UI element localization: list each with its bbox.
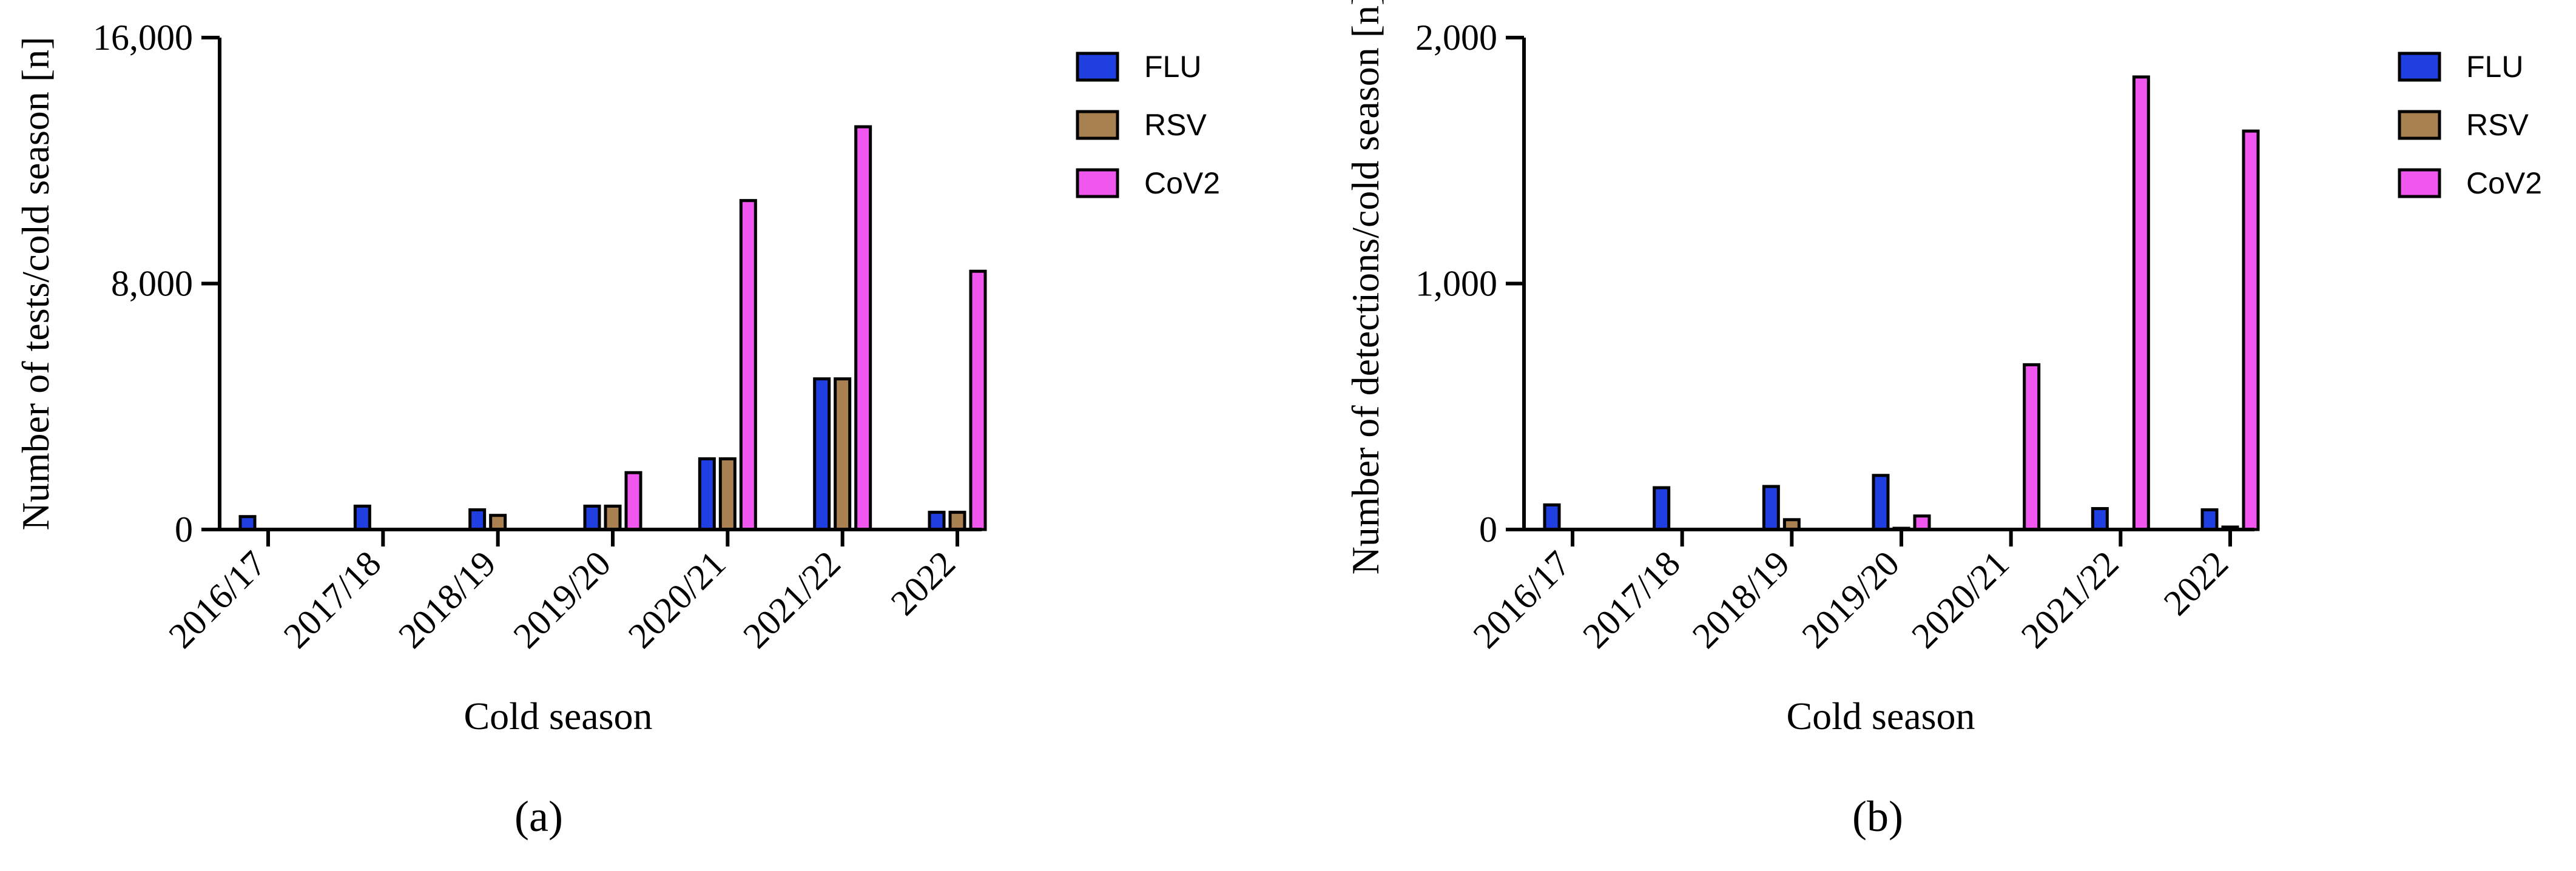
- bar-cov2-2021-22: [2132, 75, 2150, 531]
- legend-label-cov2: CoV2: [1144, 166, 1220, 200]
- x-tick-label: 2016/17: [1465, 543, 1578, 656]
- bar-flu-2016-17: [1543, 503, 1561, 531]
- legend: FLU RSV CoV2: [2398, 50, 2542, 200]
- x-tick-label: 2022: [2156, 543, 2236, 624]
- bar-flu-2018-19: [468, 508, 487, 531]
- x-tick-label: 2017/18: [1575, 543, 1688, 656]
- legend-swatch-rsv: [2398, 110, 2441, 140]
- bar-cov2-2022: [969, 269, 987, 531]
- bar-rsv-2021-22: [834, 377, 852, 531]
- bar-cov2-2022: [2242, 129, 2260, 531]
- x-tick-label: 2021/22: [735, 543, 848, 656]
- bar-flu-2016-17: [238, 515, 257, 531]
- bar-cov2-2019-20: [624, 471, 642, 531]
- bars-group: [1543, 75, 2260, 531]
- bar-flu-2022: [928, 511, 946, 531]
- bar-rsv-2022: [948, 511, 966, 531]
- legend-swatch-flu: [1076, 52, 1119, 82]
- y-tick-label: 0: [175, 509, 193, 550]
- bar-flu-2017-18: [353, 504, 371, 531]
- legend-label-rsv: RSV: [2466, 108, 2529, 142]
- x-axis-title: Cold season: [464, 694, 652, 738]
- chart-panel-a: 0 8,000 16,000 2016/17 2017/18 2018/19 2019/20…: [14, 18, 1220, 841]
- legend-label-flu: FLU: [2466, 50, 2523, 84]
- y-tick-label: 1,000: [1415, 264, 1497, 304]
- x-tick-label: 2022: [883, 543, 963, 624]
- x-tick-label: 2018/19: [1685, 543, 1798, 656]
- x-tick-label: 2019/20: [1794, 543, 1907, 656]
- panel-label: (b): [1852, 792, 1903, 841]
- bar-rsv-2018-19: [489, 514, 507, 531]
- y-tick-label: 0: [1479, 509, 1497, 550]
- bar-flu-2019-20: [1872, 474, 1890, 531]
- x-tick-label: 2019/20: [505, 543, 618, 656]
- bar-cov2-2020-21: [739, 199, 757, 531]
- legend-label-flu: FLU: [1144, 50, 1201, 84]
- y-axis-title: Number of tests/cold season [n]: [14, 36, 57, 530]
- legend-swatch-cov2: [1076, 168, 1119, 198]
- bar-flu-2019-20: [583, 504, 601, 531]
- x-tick-label: 2017/18: [276, 543, 389, 656]
- bar-flu-2021-22: [2091, 507, 2109, 531]
- bar-rsv-2020-21: [718, 457, 737, 531]
- y-axis-title: Number of detections/cold season [n]: [1344, 0, 1387, 574]
- panel-label: (a): [514, 792, 563, 841]
- bar-flu-2021-22: [813, 377, 831, 531]
- bars-group: [238, 125, 987, 531]
- legend-label-rsv: RSV: [1144, 108, 1207, 142]
- bar-cov2-2019-20: [1913, 514, 1931, 531]
- x-tick-label: 2020/21: [621, 543, 733, 656]
- bar-cov2-2021-22: [854, 125, 872, 531]
- y-tick-label: 16,000: [93, 18, 193, 58]
- legend: FLU RSV CoV2: [1076, 50, 1220, 200]
- y-tick-label: 8,000: [111, 264, 193, 304]
- bar-flu-2022: [2200, 508, 2219, 531]
- legend-swatch-cov2: [2398, 168, 2441, 198]
- x-axis-title: Cold season: [1786, 694, 1975, 738]
- bar-flu-2018-19: [1762, 485, 1780, 531]
- legend-swatch-flu: [2398, 52, 2441, 82]
- y-tick-label: 2,000: [1415, 18, 1497, 58]
- bar-cov2-2020-21: [2023, 363, 2041, 531]
- bar-rsv-2019-20: [604, 504, 622, 531]
- bar-flu-2020-21: [698, 457, 716, 531]
- x-tick-label: 2016/17: [161, 543, 274, 656]
- legend-label-cov2: CoV2: [2466, 166, 2542, 200]
- x-tick-label: 2020/21: [1904, 543, 2017, 656]
- x-tick-label: 2018/19: [391, 543, 504, 656]
- legend-swatch-rsv: [1076, 110, 1119, 140]
- bar-flu-2017-18: [1653, 486, 1671, 531]
- chart-panel-b: 01,0002,0002016/172017/182018/192019/202…: [1344, 0, 2542, 841]
- x-tick-label: 2021/22: [2014, 543, 2126, 656]
